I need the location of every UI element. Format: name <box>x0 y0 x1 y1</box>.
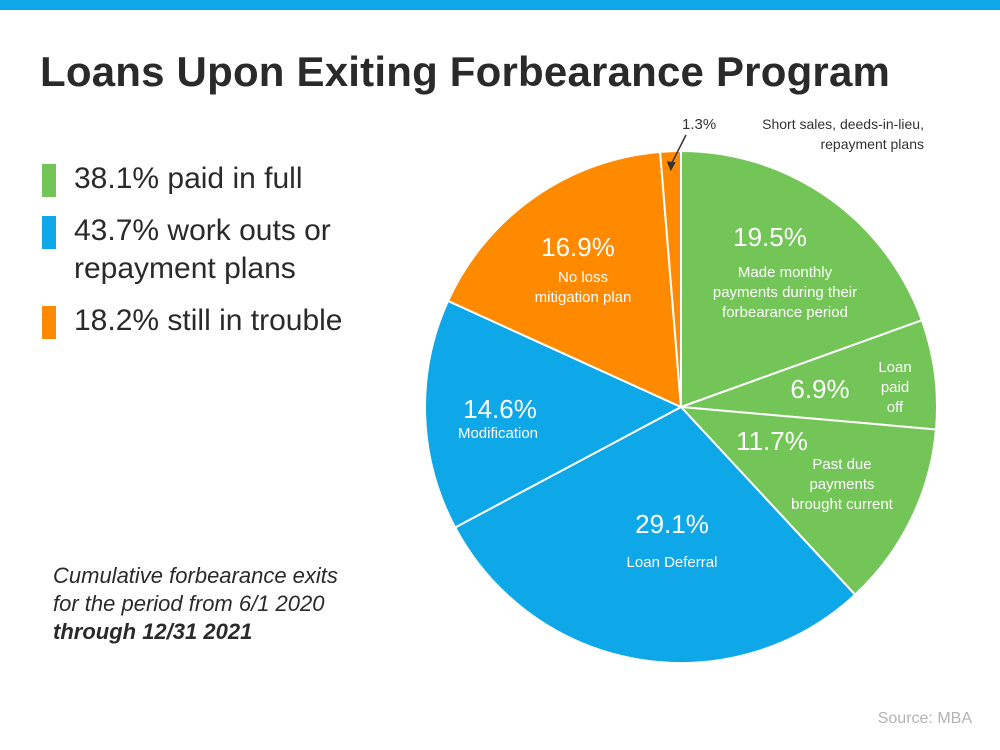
slice-label-pct-modification: 14.6% <box>463 394 537 424</box>
slice-label-pct-short-sales: 1.3% <box>682 116 716 133</box>
footnote-line-2: for the period from 6/1 2020 <box>53 591 325 616</box>
pie-slices <box>424 149 938 664</box>
legend-swatch-orange <box>42 306 56 339</box>
slice-label-desc-past-due-brought-current: brought current <box>791 496 894 513</box>
legend-swatch-blue <box>42 216 56 249</box>
slice-label-pct-made-monthly-payments: 19.5% <box>733 222 807 252</box>
pie-slice-modification <box>424 299 684 529</box>
slice-label-desc-made-monthly-payments: forbearance period <box>722 304 848 321</box>
pie-slice-made-monthly-payments <box>680 149 924 409</box>
chart-title: Loans Upon Exiting Forbearance Program <box>40 48 891 95</box>
slice-label-desc-loan-paid-off: Loan <box>878 359 911 376</box>
slice-label-desc-made-monthly-payments: payments during their <box>713 284 857 301</box>
legend-label-line-1: 43.7% work outs or <box>74 214 331 247</box>
slice-label-desc-loan-paid-off: off <box>887 399 904 416</box>
pie-slice-loan-paid-off <box>680 319 938 431</box>
source-note: Source: MBA <box>877 710 972 727</box>
slice-label-pct-past-due-brought-current: 11.7% <box>736 426 808 456</box>
slice-label-desc-short-sales: Short sales, deeds-in-lieu, <box>762 116 924 132</box>
top-accent-bar <box>0 0 1000 10</box>
slice-label-desc-past-due-brought-current: Past due <box>812 456 871 473</box>
slice-label-desc-modification: Modification <box>458 425 538 442</box>
slice-label-desc-made-monthly-payments: Made monthly <box>738 264 833 281</box>
slice-label-desc-no-loss-mitigation: No loss <box>558 269 608 286</box>
footnote: Cumulative forbearance exits for the per… <box>53 562 413 646</box>
legend-label: 18.2% still in trouble <box>74 304 343 337</box>
pie-slice-short-sales <box>659 149 682 408</box>
pie-slice-no-loss-mitigation <box>446 150 683 409</box>
slice-label-pct-loan-paid-off: 6.9% <box>790 374 849 404</box>
slice-label-desc-short-sales: repayment plans <box>820 136 924 152</box>
legend-item-still-in-trouble: 18.2% still in trouble <box>42 302 402 340</box>
callout-arrowhead <box>666 161 676 172</box>
slice-label-desc-no-loss-mitigation: mitigation plan <box>535 289 632 306</box>
legend-item-work-outs: 43.7% work outs or repayment plans <box>42 212 402 288</box>
slice-label-desc-loan-deferral: Loan Deferral <box>627 554 718 571</box>
footnote-line-3: through 12/31 2021 <box>53 619 253 644</box>
legend: 38.1% paid in full 43.7% work outs or re… <box>42 160 402 354</box>
legend-label-line-2: repayment plans <box>74 252 296 285</box>
slice-label-pct-loan-deferral: 29.1% <box>635 509 709 539</box>
legend-item-paid-in-full: 38.1% paid in full <box>42 160 402 198</box>
slice-label-desc-past-due-brought-current: payments <box>809 476 874 493</box>
legend-label: 38.1% paid in full <box>74 162 303 195</box>
legend-swatch-green <box>42 164 56 197</box>
slice-label-pct-no-loss-mitigation: 16.9% <box>541 232 615 262</box>
footnote-line-1: Cumulative forbearance exits <box>53 563 338 588</box>
pie-slice-loan-deferral <box>453 405 857 664</box>
slice-label-desc-loan-paid-off: paid <box>881 379 909 396</box>
callout-pointer-line <box>670 134 687 166</box>
pie-slice-past-due-brought-current <box>678 405 938 597</box>
